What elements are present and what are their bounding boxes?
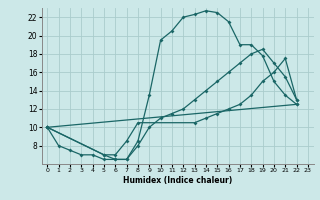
X-axis label: Humidex (Indice chaleur): Humidex (Indice chaleur) <box>123 176 232 185</box>
